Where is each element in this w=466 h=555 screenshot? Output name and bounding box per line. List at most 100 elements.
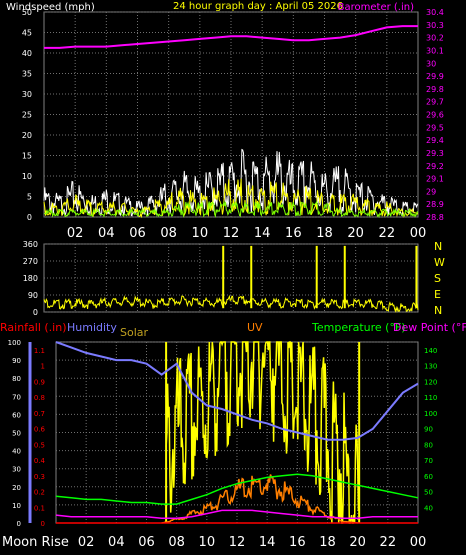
temperature-tick-label: 60	[424, 473, 433, 481]
barometer-tick-label: 29.4	[426, 136, 444, 145]
hour-tick-label: 10	[199, 535, 216, 550]
direction-tick-label: 360	[23, 240, 38, 249]
hour-tick-label: 00	[410, 226, 427, 241]
barometer-tick-label: 28.8	[426, 213, 444, 222]
humidity-tick-label: 80	[12, 375, 21, 383]
barometer-ticks: 28.8 28.9 29 29.1 29.2 29.3 29.4 29.5 29.6 29.7 29…	[426, 8, 444, 222]
barometer-tick-label: 30.1	[426, 46, 444, 55]
compass-tick-label: N	[434, 240, 442, 253]
wind-direction-line	[43, 294, 419, 313]
humidity-line	[55, 341, 419, 441]
temperature-tick-label: 130	[424, 363, 437, 371]
hour-tick-label: 20	[347, 226, 364, 241]
temperature-tick-label: 100	[424, 410, 437, 418]
hour-tick-label: 00	[410, 535, 427, 550]
compass-tick-label: E	[434, 288, 441, 301]
rainfall-tick-label: 0.3	[34, 473, 45, 481]
barometer-tick-label: 29.1	[426, 175, 444, 184]
windspeed-tick-label: 25	[22, 111, 32, 120]
wind-gust-line	[43, 148, 419, 217]
temperature-line	[55, 473, 419, 505]
hour-tick-label: 16	[285, 226, 302, 241]
panel2-series	[43, 245, 419, 313]
temperature-tick-label: 50	[424, 489, 433, 497]
rainfall-ticks: 0 0.1 0.2 0.3 0.4 0.5 0.6 0.7 0.8 0.9 1 1.1	[34, 347, 46, 528]
barometer-axis-label: Barometer (.in)	[338, 2, 414, 13]
humidity-tick-label: 100	[8, 339, 21, 347]
panel3-series	[55, 341, 419, 524]
rainfall-tick-label: 1.1	[34, 347, 45, 355]
hour-tick-label: 18	[316, 226, 333, 241]
hour-tick-label: 10	[192, 226, 209, 241]
temperature-tick-label: 90	[424, 426, 433, 434]
hour-tick-label: 04	[108, 535, 125, 550]
hour-tick-label: 06	[129, 226, 146, 241]
panel1-x-ticks: 02 04 06 08 10 12 14 16 18 20 22 00	[67, 226, 426, 241]
hour-tick-label: 20	[349, 535, 366, 550]
windspeed-tick-label: 30	[22, 90, 32, 99]
windspeed-axis-label: Windspeed (mph)	[6, 2, 95, 13]
humidity-tick-label: 10	[12, 502, 21, 510]
rainfall-tick-label: 0.6	[34, 426, 46, 434]
barometer-tick-label: 29.7	[426, 98, 444, 107]
windspeed-tick-label: 20	[22, 131, 32, 140]
direction-tick-label: 90	[28, 291, 38, 300]
barometer-tick-label: 29.6	[426, 111, 444, 120]
hour-tick-label: 22	[379, 226, 396, 241]
rainfall-tick-label: 0.8	[34, 394, 45, 402]
rainfall-tick-label: 0	[41, 520, 45, 528]
temperature-ticks: 40 50 60 70 80 90 100 110 120 130 140	[424, 347, 437, 512]
barometer-tick-label: 30.4	[426, 8, 444, 17]
rainfall-tick-label: 0.4	[34, 457, 46, 465]
humidity-tick-label: 40	[12, 448, 21, 456]
rainfall-tick-label: 0.5	[34, 441, 45, 449]
windspeed-tick-label: 15	[22, 152, 32, 161]
barometer-line	[44, 25, 418, 49]
windspeed-tick-label: 5	[27, 193, 32, 202]
solar-line	[165, 341, 360, 524]
rainfall-tick-label: 1	[41, 363, 45, 371]
temperature-tick-label: 40	[424, 504, 433, 512]
hour-tick-label: 12	[223, 226, 240, 241]
humidity-tick-label: 70	[12, 393, 21, 401]
humidity-tick-label: 50	[12, 430, 21, 438]
barometer-tick-label: 29.2	[426, 162, 444, 171]
windspeed-tick-label: 0	[27, 213, 32, 222]
temperature-tick-label: 120	[424, 378, 437, 386]
panel1-series	[43, 25, 419, 219]
barometer-tick-label: 29	[426, 187, 436, 196]
hour-tick-label: 08	[160, 226, 177, 241]
direction-tick-label: 0	[33, 308, 38, 317]
barometer-tick-label: 30.3	[426, 21, 444, 30]
humidity-tick-label: 30	[12, 466, 21, 474]
compass-tick-label: S	[434, 272, 441, 285]
panel1-grid	[44, 11, 418, 218]
barometer-tick-label: 30	[426, 59, 436, 68]
temperature-tick-label: 140	[424, 347, 437, 355]
direction-tick-label: 180	[23, 274, 38, 283]
temperature-tick-label: 70	[424, 457, 433, 465]
windspeed-tick-label: 50	[22, 8, 32, 17]
hour-tick-label: 02	[67, 226, 84, 241]
windspeed-tick-label: 35	[22, 70, 32, 79]
temperature-tick-label: 80	[424, 441, 433, 449]
compass-tick-label: N	[434, 304, 442, 317]
dewpoint-line	[55, 509, 418, 520]
humidity-tick-label: 0	[17, 520, 21, 528]
hour-tick-label: 04	[98, 226, 115, 241]
hour-tick-label: 22	[380, 535, 397, 550]
direction-tick-label: 270	[23, 257, 38, 266]
windspeed-tick-label: 45	[22, 29, 32, 38]
humidity-tick-label: 60	[12, 411, 21, 419]
legend-humidity: Humidity	[67, 321, 117, 334]
humidity-tick-label: 90	[12, 357, 21, 365]
wind-speed-line	[43, 178, 419, 219]
rainfall-tick-label: 0.2	[34, 489, 45, 497]
hour-tick-label: 08	[168, 535, 185, 550]
hour-tick-label: 02	[78, 535, 95, 550]
hour-tick-label: 14	[259, 535, 276, 550]
hour-tick-label: 16	[289, 535, 306, 550]
